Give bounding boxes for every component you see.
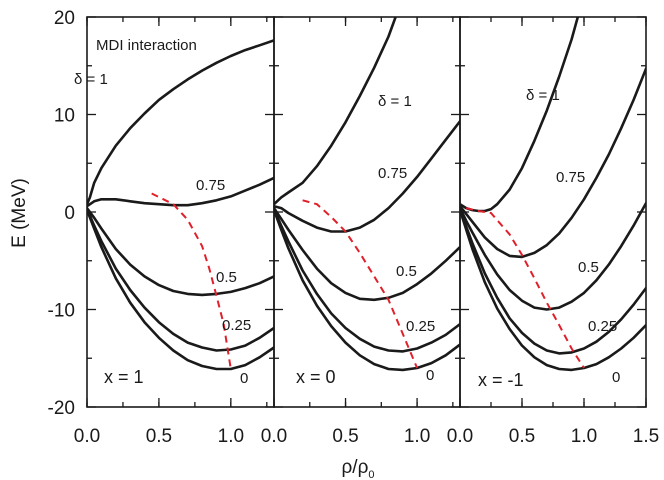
chart-labels: δ = 1 0.75 0.5 0.25 0 x = 1 0.0 0.5 1.0 δ = 1 0.75… — [48, 8, 660, 447]
curve-label-panel3-4: 0 — [612, 369, 620, 386]
curve-label-panel1-4: 0 — [240, 370, 248, 387]
curve-panel2-delta-2 — [274, 206, 460, 302]
curve-panel1-delta-4 — [87, 208, 274, 371]
x-tick-label-panel3-1: 0.5 — [509, 426, 535, 447]
curve-label-panel2-2: 0.5 — [396, 263, 417, 280]
saturation-lines — [151, 192, 585, 370]
curve-label-panel3-0: δ = 1 — [526, 87, 560, 104]
panel-frame-2 — [273, 16, 461, 408]
y-tick-label-2: 0 — [64, 203, 75, 224]
x-tick-label-panel1-0: 0.0 — [74, 426, 100, 447]
curve-panel1-delta-1 — [87, 176, 274, 208]
curve-panel3-delta-3 — [460, 207, 646, 355]
panel-frame-3 — [459, 16, 647, 408]
curve-label-panel1-0: δ = 1 — [74, 71, 108, 88]
param-label-panel1: x = 1 — [104, 367, 144, 387]
curve-panel3-delta-4 — [460, 208, 646, 372]
curve-label-panel2-0: δ = 1 — [378, 93, 412, 110]
x-tick-label-panel2-2: 1.0 — [404, 426, 430, 447]
x-tick-label-panel2-0: 0.0 — [261, 426, 287, 447]
curve-label-panel1-3: 0.25 — [222, 317, 251, 334]
y-axis-title: E (MeV) — [9, 178, 30, 248]
annotation-mdi: MDI interaction — [96, 37, 197, 54]
x-tick-label-panel3-0: 0.0 — [447, 426, 473, 447]
saturation-curve-panel2 — [302, 199, 419, 369]
param-label-panel3: x = -1 — [478, 370, 524, 390]
curve-label-panel2-1: 0.75 — [378, 165, 407, 182]
curve-label-panel3-1: 0.75 — [556, 169, 585, 186]
chart-curves — [87, 17, 646, 372]
curve-panel2-delta-3 — [274, 207, 460, 353]
curve-label-panel2-4: 0 — [426, 367, 434, 384]
curve-panel3-delta-2 — [460, 201, 646, 311]
curve-panel3-delta-1 — [460, 67, 646, 259]
curve-panel2-delta-1 — [274, 120, 460, 233]
y-tick-label-1: 10 — [54, 106, 75, 127]
curve-label-panel3-2: 0.5 — [578, 259, 599, 276]
curve-label-panel2-3: 0.25 — [406, 318, 435, 335]
curve-panel3-delta-0 — [460, 17, 580, 213]
param-label-panel2: x = 0 — [296, 367, 336, 387]
x-tick-label-panel1-2: 1.0 — [218, 426, 244, 447]
x-tick-label-panel3-2: 1.0 — [571, 426, 597, 447]
panel-frame-1 — [86, 16, 275, 408]
y-tick-label-4: -20 — [48, 398, 75, 419]
saturation-curve-panel3 — [465, 207, 585, 369]
curve-panel1-delta-0 — [87, 39, 274, 206]
curve-panel1-delta-3 — [87, 207, 274, 352]
x-tick-label-panel2-1: 0.5 — [332, 426, 358, 447]
x-tick-label-panel3-3: 1.5 — [633, 426, 659, 447]
y-tick-label-0: 20 — [54, 8, 75, 29]
curve-label-panel1-1: 0.75 — [196, 177, 225, 194]
curve-panel1-delta-2 — [87, 206, 274, 297]
y-tick-label-3: -10 — [48, 301, 75, 322]
axis-ticks — [86, 16, 647, 408]
x-tick-label-panel1-1: 0.5 — [146, 426, 172, 447]
curve-label-panel3-3: 0.25 — [588, 318, 617, 335]
x-axis-title: ρ/ρ0 — [341, 457, 374, 480]
curve-panel2-delta-4 — [274, 208, 460, 372]
curve-panel2-delta-0 — [274, 17, 397, 206]
saturation-curve-panel1 — [151, 192, 232, 370]
curve-label-panel1-2: 0.5 — [216, 269, 237, 286]
